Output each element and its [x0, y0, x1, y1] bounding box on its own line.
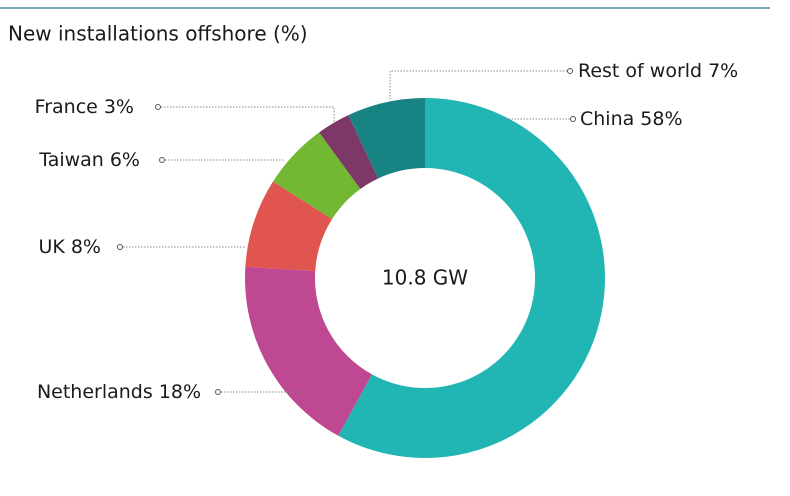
leader-dot: [117, 244, 123, 250]
leader-dot: [155, 104, 161, 110]
donut-slice: [319, 115, 379, 190]
donut-slice: [273, 132, 361, 220]
slice-label: UK 8%: [38, 236, 101, 258]
slice-value: 58%: [640, 108, 682, 130]
slice-label: Netherlands 18%: [37, 381, 201, 403]
slice-label: Taiwan 6%: [38, 149, 140, 171]
leader-dot: [570, 116, 576, 122]
leader-dot: [159, 157, 165, 163]
slice-name: UK: [38, 236, 65, 258]
slice-name: China: [580, 108, 634, 130]
slice-label: China 58%: [580, 108, 683, 130]
donut-slice: [245, 266, 373, 436]
center-label: 10.8 GW: [382, 266, 468, 290]
chart-title: New installations offshore (%): [8, 22, 308, 46]
slice-value: 18%: [159, 381, 201, 403]
leader-line: [158, 106, 335, 122]
slice-value: 6%: [110, 149, 140, 171]
donut-slice: [338, 98, 605, 458]
slice-name: Rest of world: [578, 60, 702, 82]
slice-value: 8%: [71, 236, 101, 258]
leader-dot: [215, 389, 221, 395]
slice-value: 3%: [104, 96, 134, 118]
leader-line: [389, 70, 570, 102]
donut-slice: [348, 98, 425, 179]
slice-name: France: [35, 96, 98, 118]
donut-slice: [245, 181, 333, 272]
slice-label: France 3%: [35, 96, 134, 118]
slice-label: Rest of world 7%: [578, 60, 738, 82]
slice-value: 7%: [708, 60, 738, 82]
slice-name: Taiwan: [38, 149, 104, 171]
slice-name: Netherlands: [37, 381, 153, 403]
leader-dot: [567, 68, 573, 74]
